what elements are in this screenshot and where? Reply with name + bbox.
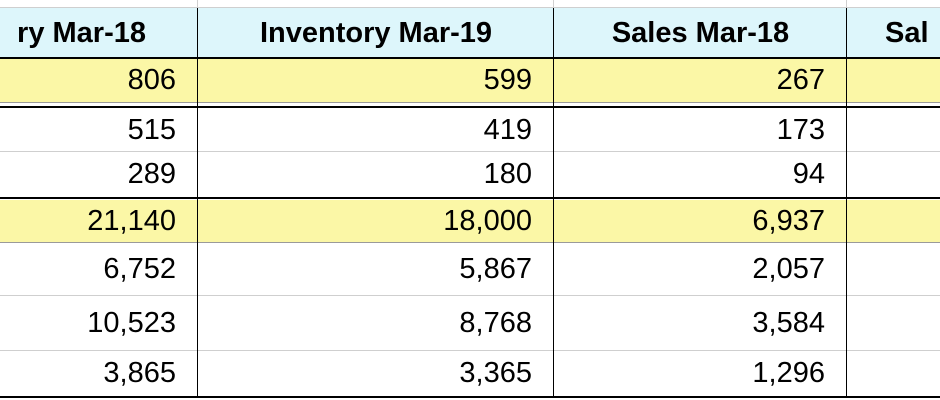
table-cell[interactable]	[847, 243, 940, 295]
table-cell[interactable]: 419	[483, 113, 532, 146]
column-border	[197, 8, 198, 398]
table-cell[interactable]: 6,752	[103, 252, 176, 285]
table-cell[interactable]	[847, 59, 940, 102]
table-bottom-border	[0, 396, 940, 398]
header-cell-inventory-mar-18[interactable]: ry Mar-18	[0, 8, 198, 58]
table-cell[interactable]: 94	[792, 157, 825, 190]
table-cell[interactable]: 515	[127, 113, 176, 146]
table-cell[interactable]: 3,365	[459, 357, 532, 389]
grid-line	[0, 242, 940, 243]
grid-line	[846, 0, 847, 8]
grid-line	[0, 295, 940, 296]
header-cell-sales-mar-19[interactable]: Sal	[847, 8, 940, 58]
table-cell[interactable]: 8,768	[459, 307, 532, 339]
table-cell[interactable]: 21,140	[0, 200, 198, 242]
table-cell[interactable]: 6,937	[554, 200, 847, 242]
table-cell[interactable]: 289	[127, 157, 176, 190]
table-cell[interactable]	[847, 108, 940, 152]
table-cell[interactable]: 599	[198, 59, 554, 102]
grid-line	[0, 350, 940, 351]
table-cell[interactable]	[847, 296, 940, 351]
section-border	[0, 197, 940, 199]
table-cell[interactable]: 180	[483, 157, 532, 190]
header-cell-inventory-mar-19[interactable]: Inventory Mar-19	[198, 8, 554, 58]
header-cell-sales-mar-18[interactable]: Sales Mar-18	[554, 8, 847, 58]
table-cell[interactable]: 1,296	[752, 357, 825, 389]
grid-line	[197, 0, 198, 8]
grid-line	[0, 7, 940, 8]
table-cell[interactable]: 173	[776, 113, 825, 146]
section-border	[0, 106, 940, 108]
table-cell[interactable]: 5,867	[459, 252, 532, 285]
table-cell[interactable]	[847, 351, 940, 396]
table-cell[interactable]: 2,057	[752, 252, 825, 285]
grid-line	[553, 0, 554, 8]
table-cell[interactable]: 3,865	[103, 357, 176, 389]
sheet-top-edge	[0, 0, 940, 8]
grid-line	[0, 102, 940, 103]
grid-line	[0, 151, 940, 152]
header-bottom-border	[0, 57, 940, 59]
table-cell[interactable]: 18,000	[198, 200, 554, 242]
table-cell[interactable]	[847, 200, 940, 242]
table-cell[interactable]: 267	[554, 59, 847, 102]
table-cell[interactable]: 3,584	[752, 307, 825, 339]
table-cell[interactable]: 806	[0, 59, 198, 102]
column-border	[846, 8, 847, 398]
table-cell[interactable]	[847, 152, 940, 196]
table-cell[interactable]: 10,523	[87, 307, 176, 339]
column-border	[553, 8, 554, 398]
